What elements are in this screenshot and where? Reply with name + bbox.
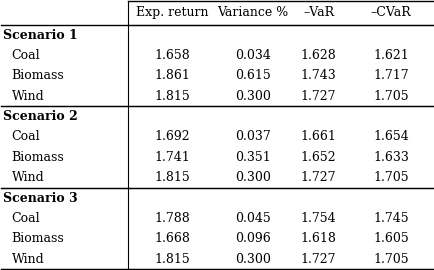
Text: 1.815: 1.815 [155,253,191,266]
Text: 1.692: 1.692 [155,130,191,143]
Text: 0.351: 0.351 [235,151,270,164]
Text: 1.705: 1.705 [373,171,409,184]
Text: 1.658: 1.658 [155,49,191,62]
Text: 1.618: 1.618 [301,232,337,245]
Text: Wind: Wind [12,253,44,266]
Text: 1.788: 1.788 [155,212,191,225]
Text: 1.652: 1.652 [301,151,336,164]
Text: 1.717: 1.717 [373,69,409,82]
Text: 1.633: 1.633 [373,151,409,164]
Text: –VaR: –VaR [303,6,334,19]
Text: –CVaR: –CVaR [371,6,411,19]
Text: Biomass: Biomass [12,69,64,82]
Text: 1.628: 1.628 [301,49,336,62]
Text: 1.754: 1.754 [301,212,336,225]
Text: Wind: Wind [12,90,44,103]
Text: 1.727: 1.727 [301,171,336,184]
Text: 1.705: 1.705 [373,253,409,266]
Text: Coal: Coal [12,212,40,225]
Text: 0.096: 0.096 [235,232,270,245]
Text: 0.300: 0.300 [235,253,271,266]
Text: 0.037: 0.037 [235,130,270,143]
Text: 1.705: 1.705 [373,90,409,103]
Text: 0.300: 0.300 [235,90,271,103]
Text: 0.300: 0.300 [235,171,271,184]
Text: Scenario 1: Scenario 1 [3,29,78,42]
Text: Biomass: Biomass [12,151,64,164]
Text: 1.727: 1.727 [301,90,336,103]
Text: Biomass: Biomass [12,232,64,245]
Text: Scenario 3: Scenario 3 [3,191,78,204]
Text: 1.861: 1.861 [155,69,191,82]
Text: 1.745: 1.745 [373,212,409,225]
Text: 1.605: 1.605 [373,232,409,245]
Text: 1.661: 1.661 [301,130,337,143]
Text: 1.741: 1.741 [155,151,191,164]
Text: 1.621: 1.621 [373,49,409,62]
Text: Exp. return: Exp. return [136,6,209,19]
Text: Coal: Coal [12,49,40,62]
Text: Coal: Coal [12,130,40,143]
Text: 1.654: 1.654 [373,130,409,143]
Text: 0.615: 0.615 [235,69,270,82]
Text: 1.668: 1.668 [155,232,191,245]
Text: 1.815: 1.815 [155,90,191,103]
Text: Scenario 2: Scenario 2 [3,110,78,123]
Text: Wind: Wind [12,171,44,184]
Text: 1.743: 1.743 [301,69,336,82]
Text: 0.034: 0.034 [235,49,271,62]
Text: 0.045: 0.045 [235,212,270,225]
Text: 1.815: 1.815 [155,171,191,184]
Text: Variance %: Variance % [217,6,288,19]
Text: 1.727: 1.727 [301,253,336,266]
